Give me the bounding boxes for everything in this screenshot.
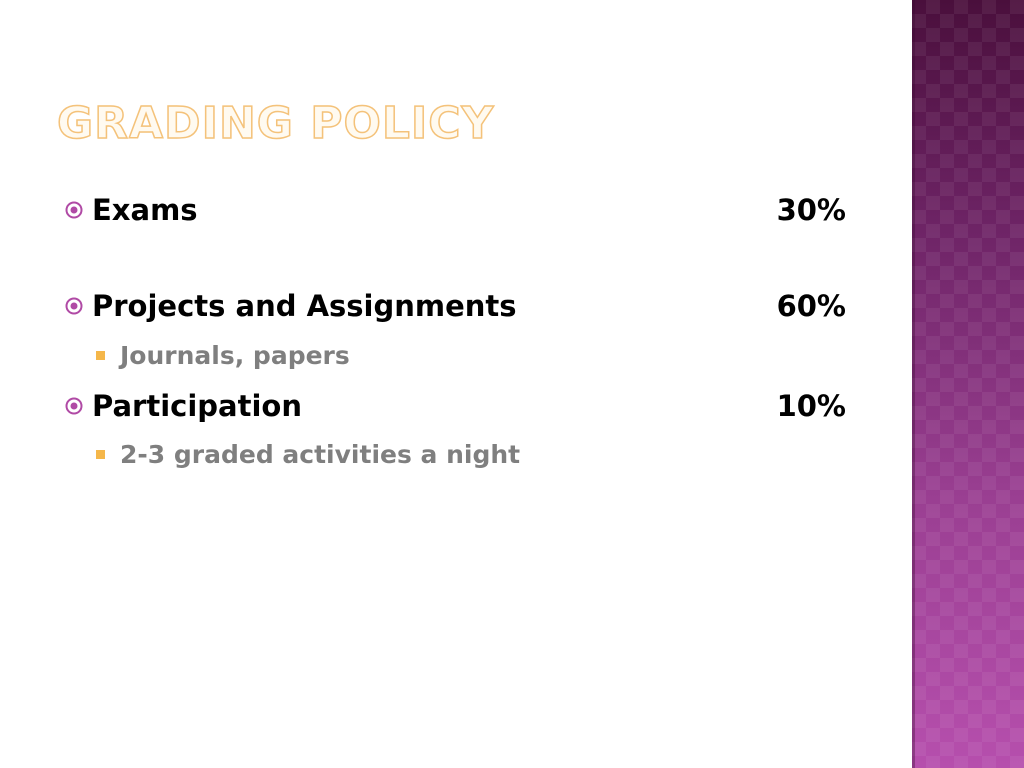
item-percentage: 30%: [776, 193, 846, 227]
item-percentage: 10%: [776, 389, 846, 423]
circled-dot-icon: [64, 396, 84, 416]
item-label: Projects and Assignments: [92, 289, 517, 323]
circled-dot-icon: [64, 200, 84, 220]
side-band-edge: [912, 0, 915, 768]
list-item-participation: Participation 10%: [64, 386, 854, 426]
circled-dot-icon: [64, 296, 84, 316]
sub-item-activities: 2-3 graded activities a night: [96, 437, 520, 471]
list-item-exams: Exams 30%: [64, 190, 854, 230]
item-percentage: 60%: [776, 289, 846, 323]
decorative-side-band: [912, 0, 1024, 768]
list-item-projects: Projects and Assignments 60%: [64, 286, 854, 326]
sub-item-label: 2-3 graded activities a night: [120, 439, 521, 469]
sub-item-label: Journals, papers: [120, 340, 350, 370]
sub-item-journals: Journals, papers: [96, 338, 350, 372]
slide-title: GRADING POLICY: [56, 98, 495, 149]
square-bullet-icon: [96, 449, 105, 459]
square-bullet-icon: [96, 350, 105, 360]
item-label: Exams: [92, 193, 198, 227]
item-label: Participation: [92, 389, 302, 423]
